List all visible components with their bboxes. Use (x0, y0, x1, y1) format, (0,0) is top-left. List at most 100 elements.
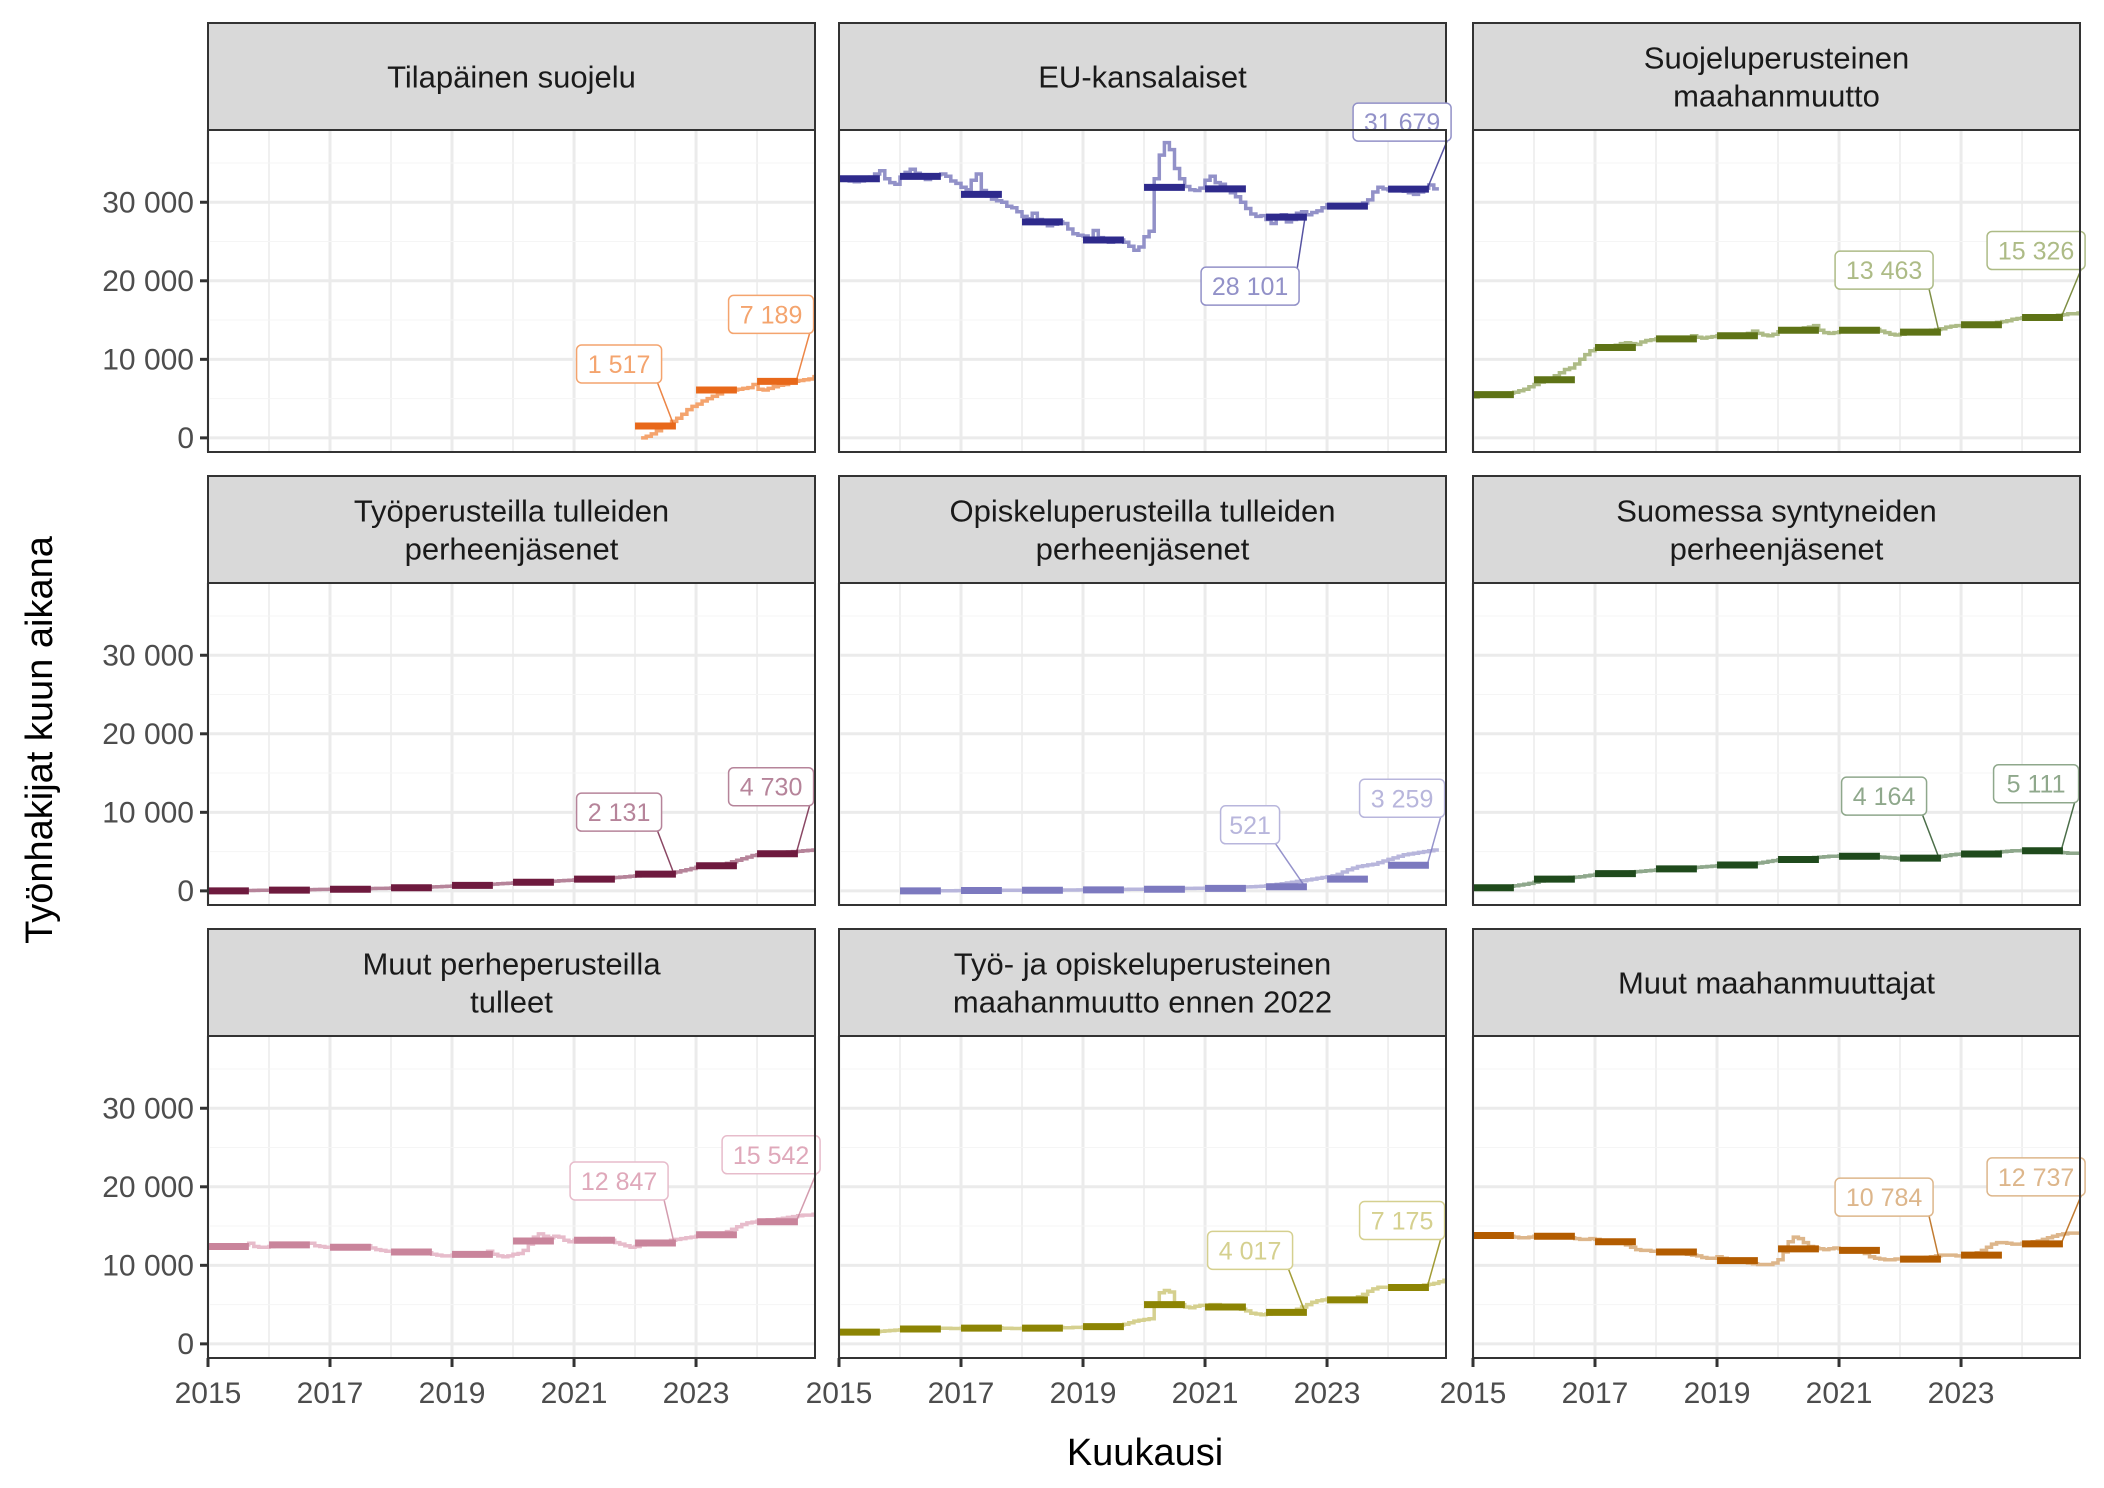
x-tick-label: 2021 (1172, 1377, 1239, 1410)
value-label: 521 (1229, 812, 1271, 840)
value-label: 7 189 (740, 301, 803, 329)
value-label-box (575, 344, 663, 384)
x-tick-label: 2019 (1050, 1377, 1117, 1410)
panel-8: Työ- ja opiskeluperusteinenmaahanmuutto … (837, 928, 1447, 1359)
panel-title: EU-kansalaiset (1038, 60, 1247, 95)
panel-background (839, 583, 1446, 905)
value-label: 1 517 (588, 351, 651, 379)
value-label-box (569, 1161, 669, 1201)
panel-title: Suojeluperusteinen (1644, 41, 1909, 76)
panel-title: Muut perheperusteilla (362, 947, 661, 982)
panel-9: Muut maahanmuuttajat 10 784 12 737 (1471, 928, 2086, 1359)
panel-strip (1472, 928, 2081, 1037)
panel-border (207, 1035, 816, 1359)
label-leader-line (795, 333, 811, 382)
value-label-box (1834, 250, 1934, 290)
panel-2: EU-kansalaiset 28 101 31 679 (837, 22, 1452, 453)
label-leader-line (1287, 1269, 1306, 1313)
label-leader-line (795, 805, 811, 854)
label-leader-line (2060, 1195, 2082, 1245)
panel-background (208, 130, 815, 452)
value-label-box (721, 1135, 821, 1175)
value-label: 3 259 (1371, 785, 1434, 813)
panel-background (1473, 1036, 2080, 1358)
value-label-box (1986, 230, 2086, 271)
value-label: 31 679 (1364, 109, 1440, 137)
panel-title: Suomessa syntyneiden (1616, 494, 1937, 529)
value-label: 12 737 (1998, 1164, 2074, 1192)
panel-strip (838, 475, 1447, 584)
label-leader-line (1921, 814, 1940, 859)
y-tick-label: 30 000 (102, 186, 194, 219)
x-tick-label: 2015 (175, 1377, 242, 1410)
y-tick-label: 0 (177, 875, 194, 908)
panel-background (208, 583, 815, 905)
y-tick-label: 30 000 (102, 639, 194, 672)
x-tick-label: 2021 (541, 1377, 608, 1410)
panel-title: Muut maahanmuuttajat (1618, 966, 1935, 1001)
value-label-box (727, 294, 815, 335)
value-label-box (1206, 1230, 1294, 1271)
y-tick-label: 20 000 (102, 1171, 194, 1204)
value-label: 15 326 (1998, 237, 2074, 265)
value-label-box (1358, 1200, 1446, 1241)
label-leader-line (2060, 802, 2076, 851)
panel-strip (207, 22, 816, 131)
label-leader-line (1928, 1215, 1940, 1260)
y-tick-label: 10 000 (102, 796, 194, 829)
panel-strip (1472, 22, 2081, 131)
y-tick-label: 20 000 (102, 265, 194, 298)
panel-strip (838, 22, 1447, 131)
monthly-line (1473, 1231, 2080, 1267)
panel-title: perheenjäsenet (1036, 532, 1250, 567)
x-tick-label: 2015 (1440, 1377, 1507, 1410)
value-label: 13 463 (1846, 257, 1922, 285)
y-axis-title: Työnhakijat kuun aikana (19, 535, 61, 944)
panel-title: Työ- ja opiskeluperusteinen (954, 947, 1331, 982)
label-leader-line (2060, 269, 2082, 318)
value-label-box (1352, 102, 1452, 142)
panel-background (839, 1036, 1446, 1358)
value-label: 28 101 (1212, 273, 1288, 301)
x-tick-label: 2023 (1928, 1377, 1995, 1410)
x-tick-label: 2017 (928, 1377, 995, 1410)
panel-strip (207, 475, 816, 584)
label-leader-line (1426, 1239, 1442, 1288)
label-leader-line (663, 1199, 675, 1244)
panel-border (207, 582, 816, 906)
value-label: 10 784 (1846, 1184, 1923, 1212)
panels: Tilapäinen suojelu 1 517 7 189 EU-kansalais… (206, 22, 2086, 1359)
panel-background (1473, 130, 2080, 452)
panel-border (207, 129, 816, 453)
panel-border (1472, 129, 2081, 453)
panel-background (208, 1036, 815, 1358)
panel-1: Tilapäinen suojelu 1 517 7 189 (206, 22, 816, 453)
label-leader-line (1426, 140, 1448, 190)
x-axis-title: Kuukausi (1067, 1432, 1223, 1474)
label-leader-line (1296, 217, 1306, 270)
panel-border (838, 129, 1447, 453)
panel-title: maahanmuutto ennen 2022 (953, 985, 1332, 1020)
panel-title: Tilapäinen suojelu (387, 60, 636, 95)
value-label-box (1219, 805, 1281, 845)
panel-title: Opiskeluperusteilla tulleiden (949, 494, 1335, 529)
value-label: 4 730 (740, 774, 803, 802)
value-label-box (1834, 1177, 1934, 1217)
value-label-box (1840, 776, 1928, 816)
panel-title: perheenjäsenet (1670, 532, 1884, 567)
value-label: 2 131 (588, 799, 651, 827)
panel-title: perheenjäsenet (405, 532, 619, 567)
value-label: 4 164 (1853, 783, 1916, 811)
label-leader-line (1426, 817, 1442, 866)
x-tick-label: 2021 (1806, 1377, 1873, 1410)
label-leader-line (656, 830, 675, 875)
panel-border (1472, 582, 2081, 906)
value-label-box (575, 792, 663, 832)
value-label: 12 847 (581, 1168, 657, 1196)
value-label-box (1200, 266, 1300, 306)
x-tick-label: 2023 (1294, 1377, 1361, 1410)
y-axes: 0 10 000 20 000 30 000 0 10 000 20 000 30 000 0 1… (102, 186, 208, 1361)
value-label-box (727, 766, 815, 807)
panel-strip (1472, 475, 2081, 584)
